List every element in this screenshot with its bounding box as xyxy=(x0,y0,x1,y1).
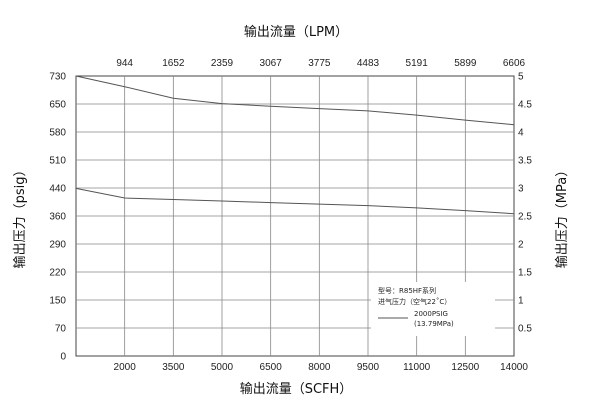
x-bottom-tick-label: 9500 xyxy=(357,362,380,373)
x-bottom-tick-label: 3500 xyxy=(162,362,185,373)
x-top-tick-label: 4483 xyxy=(357,58,380,69)
x-bottom-tick-label: 14000 xyxy=(500,362,528,373)
x-bottom-tick-label: 5000 xyxy=(211,362,234,373)
legend-box xyxy=(371,282,495,336)
y-left-tick-label: 290 xyxy=(49,240,66,251)
y-left-tick-label: 440 xyxy=(49,184,66,195)
tick-labels: 2000 3500 5000 6500 8000 9500 11000 12500 140009… xyxy=(49,58,532,373)
bottom-axis-title: 输出流量（SCFH） xyxy=(240,381,353,397)
legend: 型号：R85HF系列 进气压力（空气22˚C） 2000PSIG (13.79M… xyxy=(371,282,495,336)
x-top-tick-label: 5899 xyxy=(454,58,477,69)
y-right-tick-label: 4.5 xyxy=(518,100,532,111)
x-bottom-tick-label: 6500 xyxy=(260,362,283,373)
x-bottom-tick-label: 12500 xyxy=(451,362,479,373)
y-left-tick-label: 730 xyxy=(49,72,66,83)
y-left-tick-label: 580 xyxy=(49,128,66,139)
y-left-tick-label: 70 xyxy=(55,324,67,335)
y-right-tick-label: 3.5 xyxy=(518,156,532,167)
y-right-tick-label: 1.5 xyxy=(518,268,532,279)
y-right-tick-label: 4 xyxy=(518,128,524,139)
legend-entry-line-2: (13.79MPa) xyxy=(414,320,454,328)
x-top-tick-label: 1652 xyxy=(162,58,185,69)
legend-title-line-1: 型号：R85HF系列 xyxy=(378,286,436,295)
legend-title-line-2: 进气压力（空气22˚C） xyxy=(378,297,451,306)
y-left-tick-label: 650 xyxy=(49,100,66,111)
series-line-2 xyxy=(75,187,515,215)
x-bottom-tick-label: 8000 xyxy=(308,362,331,373)
left-axis-title: 输出压力（psig） xyxy=(12,164,28,269)
series-line-1 xyxy=(75,75,515,126)
y-right-tick-label: 5 xyxy=(518,72,524,83)
x-top-tick-label: 944 xyxy=(116,58,133,69)
y-right-tick-label: 2.5 xyxy=(518,212,532,223)
y-right-tick-label: 0.5 xyxy=(518,324,532,335)
series-group xyxy=(75,75,515,215)
y-right-tick-label: 1 xyxy=(518,296,524,307)
y-left-tick-label: 510 xyxy=(49,156,66,167)
x-top-tick-label: 2359 xyxy=(211,58,234,69)
x-bottom-tick-label: 11000 xyxy=(403,362,431,373)
top-axis-title: 输出流量（LPM） xyxy=(244,24,348,40)
x-top-tick-label: 6606 xyxy=(503,58,526,69)
y-left-tick-label: 220 xyxy=(49,268,66,279)
right-axis-title: 输出压力（MPa） xyxy=(554,164,570,268)
y-left-tick-label: 0 xyxy=(60,352,66,363)
legend-entry-line-1: 2000PSIG xyxy=(414,310,448,318)
y-right-tick-label: 2 xyxy=(518,240,524,251)
y-left-tick-label: 150 xyxy=(49,296,66,307)
x-top-tick-label: 5191 xyxy=(406,58,429,69)
y-left-tick-label: 360 xyxy=(49,212,66,223)
y-right-tick-label: 3 xyxy=(518,184,524,195)
x-bottom-tick-label: 2000 xyxy=(114,362,137,373)
x-top-tick-label: 3067 xyxy=(260,58,283,69)
x-top-tick-label: 3775 xyxy=(308,58,331,69)
